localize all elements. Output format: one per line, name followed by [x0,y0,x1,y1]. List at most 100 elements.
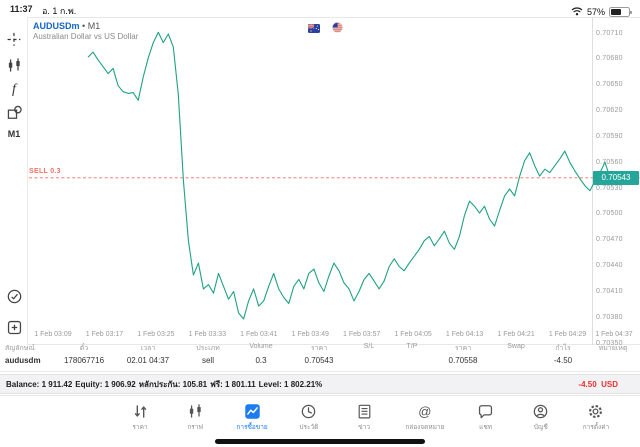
table-header-cell: กำไร [555,345,571,352]
price-axis-label: 0.70530 [596,184,623,192]
time-axis-label: 1 Feb 04:05 [394,331,432,338]
account-metric: Balance: 1 911.42 [6,379,73,389]
chat-bubble-icon [477,403,494,420]
open-position-row[interactable]: audusdm 178067716 02.01 04:37 sell 0.3 0.7054… [0,356,640,365]
indicator-f-tool-button[interactable]: f [5,80,23,98]
nav-item-settings[interactable]: การตั้งค่า [582,403,610,447]
price-axis-label: 0.70590 [596,132,623,140]
nav-item-label: กราฟ [187,424,204,431]
symbol-header[interactable]: AUDUSDm • M1 Australian Dollar vs US Dol… [33,21,139,41]
table-cell [492,356,540,365]
price-axis-label: 0.70380 [596,313,623,321]
price-axis-label: 0.70410 [596,287,623,295]
symbol-name: AUDUSDm [33,21,80,31]
price-axis-label: 0.70650 [596,81,623,89]
add-square-tool-button[interactable] [5,318,23,336]
table-header-cell: Volume [249,343,273,350]
nav-item-quotes[interactable]: ราคา [126,403,154,447]
table-header-cell: T/P [406,343,418,350]
status-bar: 11:37 อ. 1 ก.พ. 57% [0,0,640,17]
news-document-icon [356,403,373,420]
time-axis-label: 1 Feb 03:41 [240,331,278,338]
table-header-cell: S/L [363,343,375,350]
battery-percent: 57% [586,7,605,17]
price-axis-label: 0.70500 [596,210,623,218]
mailbox-at-icon: @ [418,404,432,419]
usa-flag-icon [332,20,343,38]
table-cell: 02.01 04:37 [126,356,170,365]
price-axis-label: 0.70350 [596,339,623,347]
table-header-cell: ราคา [454,345,472,352]
symbol-description: Australian Dollar vs US Dollar [33,32,139,41]
circle-check-icon [6,288,23,305]
current-price-box: 0.70543 [593,170,639,185]
account-metric: หลักประกัน: 105.81 [138,379,208,389]
table-header-cell: ประเภท [196,345,220,352]
nav-item-news[interactable]: ข่าว [350,403,378,447]
settings-gear-icon [587,403,604,420]
circle-check-tool-button[interactable] [5,287,23,305]
time-axis-label: 1 Feb 03:57 [343,331,381,338]
currency-flags [307,20,343,38]
crosshair-tool-button[interactable] [5,30,23,48]
timeframe-label: M1 [7,129,21,139]
candlestick-tool-button[interactable] [5,56,23,74]
table-cell: 0.70543 [304,356,334,365]
table-header-cell: หมายเหตุ [598,345,628,352]
table-cell: 0.3 [255,356,267,365]
chart-toolbar: f M1 [0,17,28,345]
wifi-icon [571,3,583,21]
timeframe-button[interactable]: M1 [5,125,23,143]
nav-item-accounts[interactable]: บัญชี [527,403,555,447]
time-axis-label: 1 Feb 04:29 [548,331,587,338]
nav-item-label: แชท [479,424,493,431]
account-person-icon [532,403,549,420]
price-axis-label: 0.70470 [596,236,623,244]
add-square-icon [6,319,23,336]
price-axis-label: 0.70620 [596,107,623,114]
nav-item-history[interactable]: ประวัติ [295,403,323,447]
table-header-cell: Swap [507,343,525,350]
table-cell: sell [201,356,214,365]
price-axis-label: 0.70560 [596,158,623,166]
objects-icon [6,104,23,121]
positions-table-header: สัญลักษณ์ ตั๋ว เวลา ประเภท Volume ราคา S/L T/P ร… [0,343,640,354]
nav-item-chat[interactable]: แชท [472,403,500,447]
nav-item-trade[interactable]: การซื้อขาย [236,403,268,447]
bottom-navigation: ราคา กราฟ การซื้อขาย ประวัติ ข่าว @ กล่องจดหมา… [0,395,640,447]
time-axis-label: 1 Feb 03:33 [188,331,227,338]
nav-item-label: ราคา [132,424,148,431]
table-header-cell: ราคา [310,345,328,352]
home-indicator[interactable] [215,439,425,444]
table-cell [586,356,640,365]
table-cell: 178067716 [63,356,105,365]
table-header-cell: เวลา [140,345,156,352]
table-cell: audusdm [5,356,41,365]
time-axis-label: 1 Feb 03:17 [85,331,124,338]
account-metric: ฟรี: 1 801.11 [210,379,256,389]
nav-item-mailbox[interactable]: @ กล่องจดหมาย [405,403,444,447]
nav-item-chart[interactable]: กราฟ [181,403,209,447]
account-summary-bar: Balance: 1 911.42 Equity: 1 906.92 หลักประ… [0,374,640,394]
objects-tool-button[interactable] [5,103,23,121]
nav-item-label: บัญชี [533,424,548,431]
quotes-arrows-icon [132,403,149,420]
account-summary-text: Balance: 1 911.42 Equity: 1 906.92 หลักประ… [6,378,325,391]
time-axis-label: 1 Feb 04:37 [595,331,633,338]
table-cell: -4.50 [553,356,573,365]
nav-item-label: ประวัติ [299,424,319,431]
status-date: อ. 1 ก.พ. [42,6,77,16]
time-axis-label: 1 Feb 03:25 [137,331,175,338]
candlestick-chart-icon [187,403,204,420]
time-axis-label: 1 Feb 03:09 [34,331,72,338]
floating-profit: -4.50 USD [578,379,618,389]
price-axis-label: 0.70710 [596,29,623,37]
trade-chart-icon [244,403,261,420]
sell-position-label[interactable]: SELL 0.3 [29,167,61,175]
indicator-f-icon: f [12,82,16,97]
account-metric: Equity: 1 906.92 [75,379,136,389]
table-header-cell: ตั๋ว [79,345,89,352]
price-axis-label: 0.70680 [596,55,623,63]
nav-item-label: การตั้งค่า [582,424,610,431]
